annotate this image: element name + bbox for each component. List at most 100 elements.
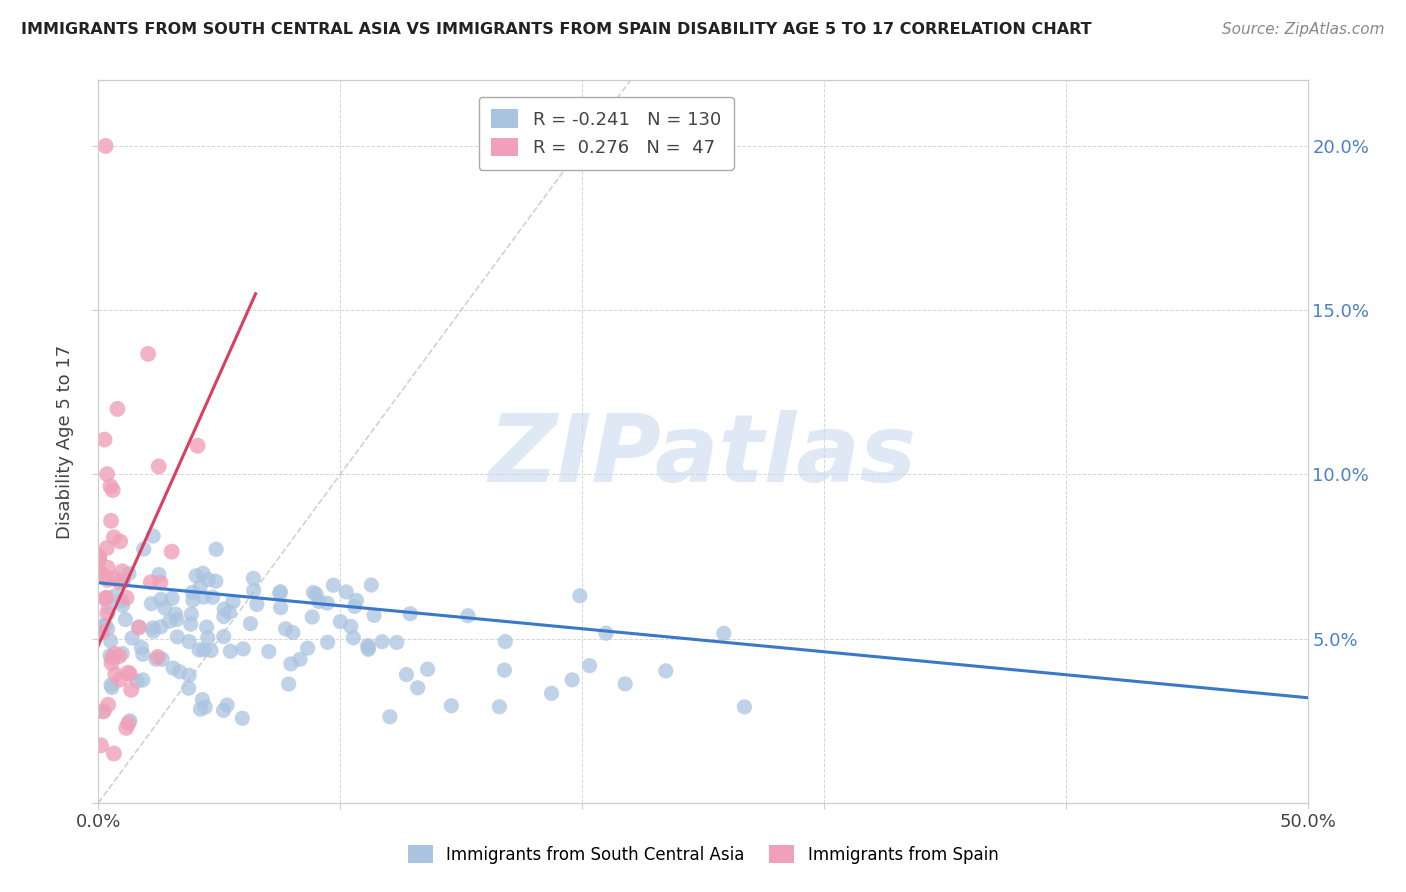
- Point: [200, 643, 222, 657]
- Legend: R = -0.241   N = 130, R =  0.276   N =  47: R = -0.241 N = 130, R = 0.276 N = 47: [478, 96, 734, 169]
- Point: [100, 678, 122, 692]
- Point: [104, 667, 127, 681]
- Point: [655, 664, 678, 678]
- Point: [297, 641, 319, 656]
- Point: [346, 593, 368, 607]
- Point: [93, 433, 115, 447]
- Point: [112, 574, 135, 588]
- Point: [217, 698, 239, 712]
- Point: [395, 667, 418, 681]
- Point: [316, 596, 339, 610]
- Point: [118, 566, 141, 581]
- Point: [269, 584, 291, 599]
- Point: [94, 569, 117, 583]
- Point: [212, 602, 235, 616]
- Point: [103, 530, 125, 544]
- Point: [212, 609, 235, 624]
- Point: [416, 662, 439, 676]
- Point: [193, 643, 215, 657]
- Point: [96, 591, 118, 605]
- Point: [111, 574, 134, 589]
- Point: [142, 621, 165, 635]
- Point: [108, 649, 131, 664]
- Point: [212, 703, 235, 717]
- Point: [363, 608, 385, 623]
- Point: [97, 560, 120, 574]
- Point: [180, 607, 202, 621]
- Point: [115, 721, 138, 735]
- Point: [97, 573, 120, 587]
- Point: [104, 589, 127, 603]
- Point: [231, 711, 253, 725]
- Point: [107, 401, 129, 416]
- Point: [91, 619, 114, 633]
- Point: [142, 624, 165, 639]
- Point: [340, 619, 363, 633]
- Text: Source: ZipAtlas.com: Source: ZipAtlas.com: [1222, 22, 1385, 37]
- Point: [179, 634, 201, 648]
- Point: [184, 568, 207, 582]
- Point: [378, 710, 401, 724]
- Point: [181, 585, 204, 599]
- Point: [111, 647, 134, 661]
- Point: [302, 585, 325, 599]
- Point: [97, 622, 120, 636]
- Point: [96, 541, 118, 555]
- Point: [322, 578, 344, 592]
- Point: [595, 626, 617, 640]
- Point: [149, 575, 172, 590]
- Point: [150, 652, 173, 666]
- Point: [89, 549, 111, 564]
- Point: [132, 647, 155, 661]
- Point: [118, 714, 141, 728]
- Point: [242, 571, 264, 585]
- Point: [87, 552, 110, 566]
- Point: [100, 514, 122, 528]
- Point: [335, 585, 357, 599]
- Point: [97, 600, 120, 615]
- Point: [139, 575, 162, 590]
- Point: [104, 572, 127, 586]
- Point: [488, 699, 510, 714]
- Point: [280, 657, 302, 671]
- Point: [97, 698, 120, 712]
- Point: [96, 607, 118, 621]
- Point: [94, 591, 117, 606]
- Point: [342, 631, 364, 645]
- Point: [90, 739, 112, 753]
- Point: [257, 644, 280, 658]
- Point: [270, 600, 292, 615]
- Y-axis label: Disability Age 5 to 17: Disability Age 5 to 17: [56, 344, 75, 539]
- Point: [118, 667, 141, 681]
- Point: [149, 620, 172, 634]
- Point: [188, 643, 211, 657]
- Point: [100, 656, 122, 670]
- Point: [94, 618, 117, 632]
- Point: [115, 591, 138, 605]
- Point: [713, 626, 735, 640]
- Point: [343, 599, 366, 614]
- Point: [148, 459, 170, 474]
- Point: [561, 673, 583, 687]
- Point: [371, 634, 394, 648]
- Point: [277, 677, 299, 691]
- Point: [190, 702, 212, 716]
- Point: [193, 590, 215, 604]
- Point: [160, 591, 183, 606]
- Point: [101, 681, 124, 695]
- Point: [117, 665, 139, 680]
- Point: [194, 700, 217, 714]
- Point: [169, 665, 191, 679]
- Point: [357, 639, 380, 653]
- Point: [197, 573, 219, 587]
- Point: [108, 534, 131, 549]
- Point: [94, 139, 117, 153]
- Point: [188, 580, 211, 594]
- Point: [89, 565, 111, 579]
- Point: [111, 593, 134, 607]
- Point: [219, 644, 242, 658]
- Point: [165, 607, 187, 621]
- Point: [187, 439, 209, 453]
- Point: [132, 542, 155, 557]
- Point: [614, 677, 637, 691]
